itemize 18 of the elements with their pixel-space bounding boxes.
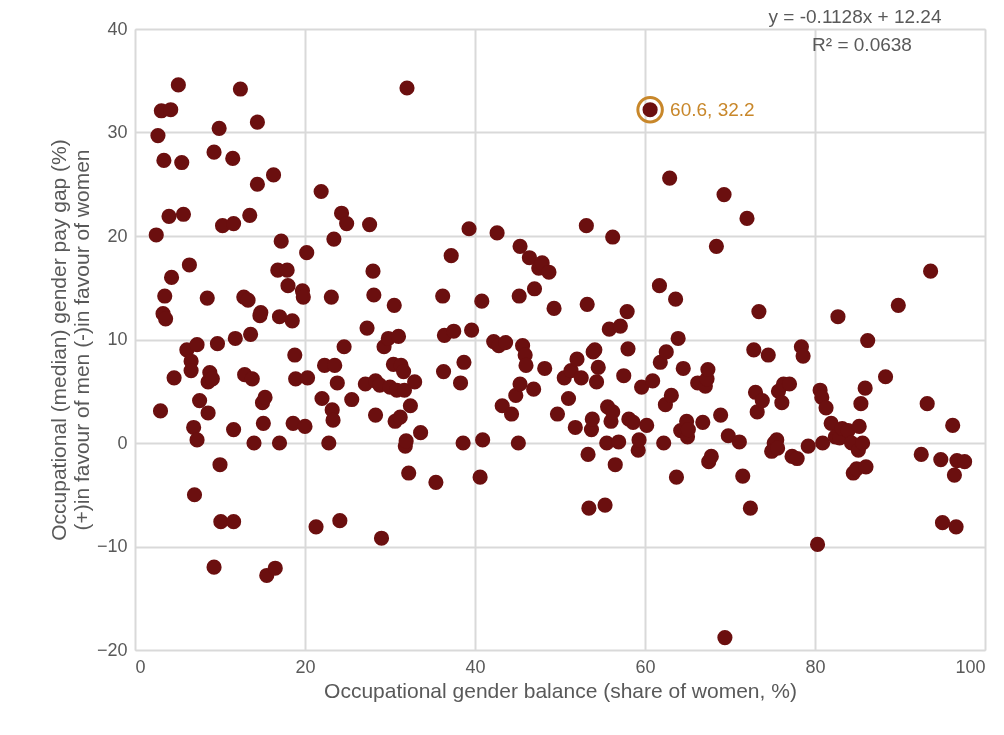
annotation: 60.6, 32.2 — [670, 98, 755, 120]
x-axis-title: Occupational gender balance (share of women, %) — [324, 678, 797, 702]
x-tick-label: 60 — [635, 656, 656, 677]
y-tick-label: 20 — [107, 225, 128, 246]
y-tick-label: 0 — [117, 432, 128, 453]
y-tick-label: −20 — [96, 639, 128, 660]
annotation: R² = 0.0638 — [812, 34, 912, 55]
x-tick-label: 0 — [135, 656, 146, 677]
text: y = -0.1128x + 12.24 — [768, 6, 942, 27]
y-tick-label: 40 — [107, 18, 128, 39]
x-tick-label: 20 — [295, 656, 316, 677]
x-tick-label: 80 — [805, 656, 826, 677]
y-tick-label: −10 — [96, 536, 128, 556]
x-tick-label: 100 — [955, 656, 986, 677]
y-tick-label: 10 — [107, 329, 128, 349]
y-axis-title: Occupational (median) gender pay gap (%) (+)in favour of men (-)in favour of women — [46, 139, 93, 541]
y-tick-label: 30 — [107, 122, 128, 142]
x-tick-label: 40 — [465, 656, 486, 677]
